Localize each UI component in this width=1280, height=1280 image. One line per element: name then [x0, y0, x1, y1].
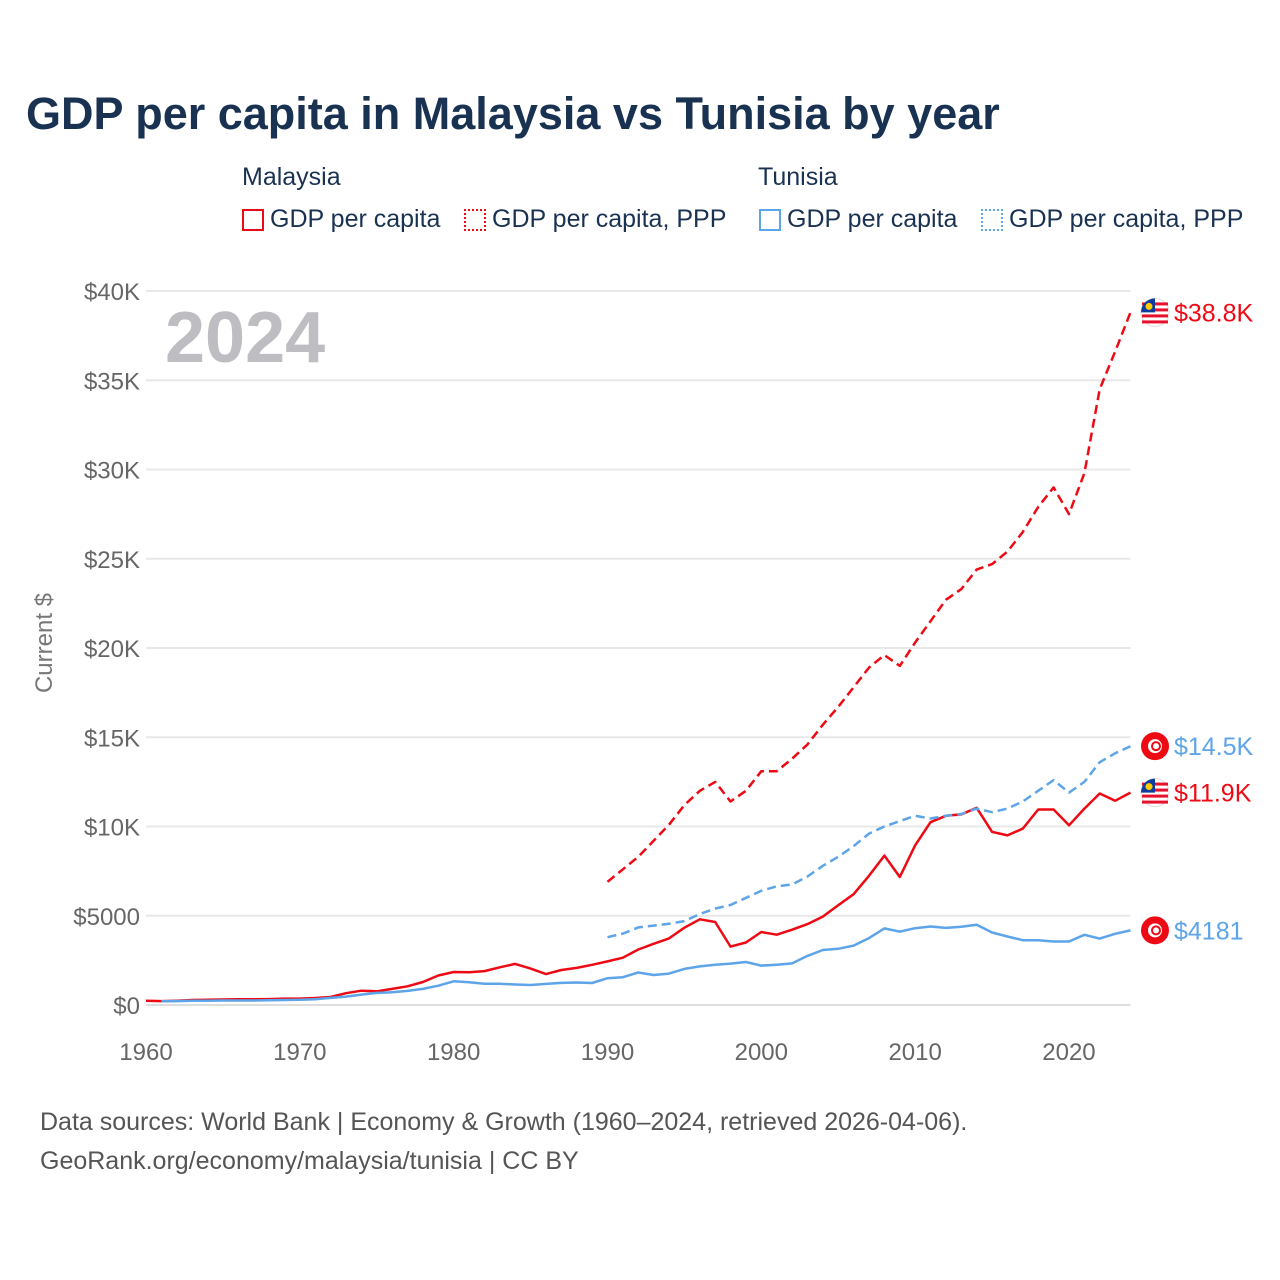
flag-stripe — [1142, 314, 1168, 318]
y-tick-label: $40K — [84, 279, 140, 306]
legend-label: GDP per capita, PPP — [1009, 205, 1244, 233]
legend-group-tunisia: Tunisia — [758, 163, 838, 191]
year-watermark: 2024 — [165, 298, 325, 378]
x-tick-label: 1970 — [273, 1039, 326, 1066]
legend-tunisia-gdp[interactable]: GDP per capita — [759, 205, 957, 234]
flag-stripe — [1142, 794, 1168, 798]
x-tick-label: 1980 — [427, 1039, 480, 1066]
chart-title: GDP per capita in Malaysia vs Tunisia by… — [26, 88, 1000, 139]
series-line-malaysia-gdp-per-capita — [145, 791, 1132, 1003]
flag-crescent — [1145, 783, 1153, 791]
legend-group-malaysia: Malaysia — [242, 163, 341, 191]
end-value-label: $4181 — [1174, 917, 1244, 945]
legend-swatch-solid — [759, 208, 781, 231]
y-axis-label: Current $ — [31, 593, 58, 693]
series-line-malaysia-gdp-per-capita-ppp — [606, 311, 1132, 883]
y-tick-label: $35K — [84, 368, 140, 395]
legend-swatch-dotted — [981, 208, 1003, 231]
flag-crescent — [1145, 302, 1153, 310]
y-tick-label: $30K — [84, 458, 140, 485]
series-line-tunisia-gdp-per-capita — [161, 923, 1131, 1003]
source-line: Data sources: World Bank | Economy & Gro… — [40, 1108, 968, 1136]
flag-crescent — [1151, 741, 1161, 752]
legend-label: GDP per capita — [787, 205, 958, 233]
flag-stripe — [1142, 800, 1168, 804]
y-tick-label: $0 — [113, 993, 140, 1020]
x-tick-label: 2020 — [1042, 1039, 1095, 1066]
end-value-label: $14.5K — [1174, 733, 1254, 761]
y-tick-label: $5000 — [73, 904, 140, 931]
x-tick-label: 2010 — [888, 1039, 941, 1066]
y-tick-label: $20K — [84, 636, 140, 663]
legend-swatch-dotted — [464, 208, 486, 231]
y-tick-label: $15K — [84, 725, 140, 752]
legend-malaysia-gdp[interactable]: GDP per capita — [242, 205, 440, 234]
legend-label: GDP per capita, PPP — [492, 205, 727, 233]
series-line-tunisia-gdp-per-capita-ppp — [607, 745, 1132, 939]
x-tick-label: 1960 — [119, 1039, 172, 1066]
legend-swatch-solid — [242, 208, 264, 231]
flag-crescent — [1151, 925, 1161, 936]
x-tick-label: 2000 — [735, 1039, 788, 1066]
y-tick-label: $10K — [84, 815, 140, 842]
x-tick-label: 1990 — [581, 1039, 634, 1066]
end-value-label: $11.9K — [1174, 780, 1252, 808]
legend-tunisia-gdp-ppp[interactable]: GDP per capita, PPP — [981, 205, 1243, 234]
legend-label: GDP per capita — [270, 205, 441, 233]
flag-stripe — [1142, 320, 1168, 324]
end-value-label: $38.8K — [1174, 299, 1254, 327]
y-tick-label: $25K — [84, 547, 140, 574]
attribution-line: GeoRank.org/economy/malaysia/tunisia | C… — [40, 1147, 579, 1175]
legend-malaysia-gdp-ppp[interactable]: GDP per capita, PPP — [464, 205, 726, 234]
